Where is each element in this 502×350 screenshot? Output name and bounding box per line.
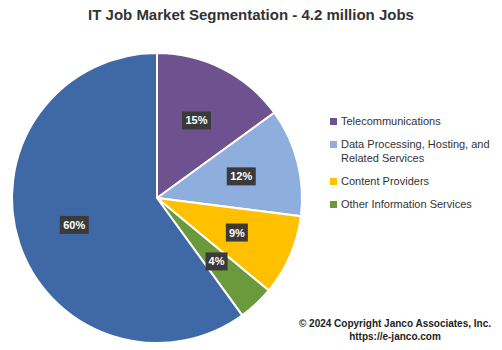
html-text:© 2024 Copyright Janco Associa: © 2024 Copyright Janco Associates, Inc. <box>299 318 491 329</box>
html-text:Other Information Services: Other Information Services <box>341 198 472 210</box>
html-text:Telecommunications: Telecommunications <box>341 115 441 127</box>
html-text:Data Processing, Hosting, and: Data Processing, Hosting, and Related Se… <box>341 138 490 164</box>
svg-text:12%: 12% <box>230 170 252 182</box>
html-text:IT Job Market Segmentation - 4: IT Job Market Segmentation - 4.2 million… <box>88 6 414 23</box>
svg-text:9%: 9% <box>229 227 245 239</box>
html-text:Content Providers: Content Providers <box>341 175 429 187</box>
svg-text:15%: 15% <box>185 114 207 126</box>
svg-text:60%: 60% <box>63 219 85 231</box>
html-text:https://e-janco.com: https://e-janco.com <box>349 331 441 342</box>
svg-text:4%: 4% <box>209 255 225 267</box>
